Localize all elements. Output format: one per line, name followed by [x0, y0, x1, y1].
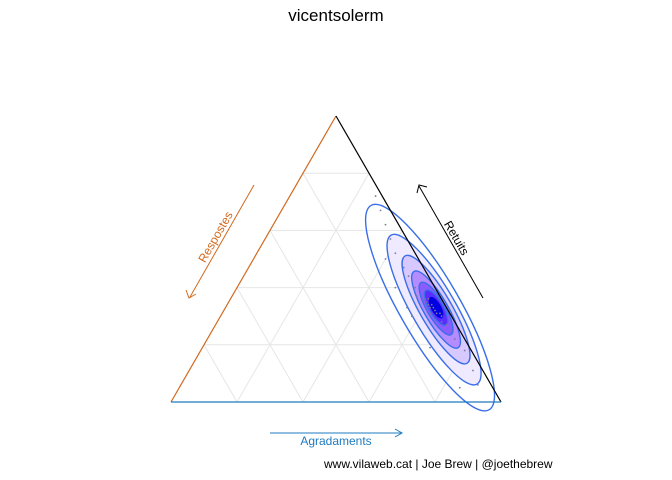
- density-contour: [364, 203, 496, 412]
- data-point: [430, 303, 433, 306]
- axis-label-agradaments: Agradaments: [300, 434, 371, 448]
- data-point: [374, 195, 377, 197]
- axis-line-retuits: [335, 115, 502, 403]
- axis-label-respostes: Respostes: [195, 209, 235, 265]
- data-point: [424, 298, 426, 300]
- data-point: [458, 386, 461, 389]
- grid-line: [236, 287, 304, 403]
- data-point: [439, 312, 441, 315]
- axis-arrow-retuits: [416, 184, 484, 299]
- data-point: [429, 306, 431, 309]
- grid-line: [203, 344, 238, 403]
- data-point: [384, 223, 387, 226]
- axis-line-respostes: [170, 115, 337, 403]
- data-point: [477, 383, 479, 386]
- data-point: [448, 329, 451, 332]
- data-point: [432, 306, 435, 309]
- credit-footer: www.vilaweb.cat | Joe Brew | @joethebrew: [324, 457, 553, 471]
- data-point: [453, 338, 456, 340]
- data-point: [429, 346, 431, 349]
- data-point: [435, 312, 438, 315]
- data-point: [422, 295, 425, 298]
- grid-line: [269, 230, 370, 403]
- data-point: [389, 238, 392, 240]
- data-points: [374, 195, 479, 389]
- data-point: [394, 286, 397, 289]
- data-point: [445, 323, 448, 326]
- triangle-axes: [170, 115, 502, 403]
- data-point: [394, 252, 397, 255]
- data-point: [407, 275, 410, 278]
- data-point: [415, 295, 418, 298]
- data-point: [411, 315, 413, 318]
- data-point: [379, 209, 382, 212]
- grid: [203, 172, 469, 403]
- data-point: [425, 301, 428, 303]
- data-point: [422, 289, 425, 292]
- data-point: [402, 266, 405, 269]
- chart-title: vicentsolerm: [288, 6, 384, 25]
- axis-arrow-respostes: [185, 184, 255, 299]
- data-point: [472, 369, 474, 372]
- data-point: [384, 258, 387, 260]
- axis-label-retuits: Retuits: [441, 218, 472, 257]
- data-point: [427, 298, 430, 300]
- data-point: [429, 312, 431, 315]
- data-point: [440, 321, 443, 323]
- data-point: [427, 303, 430, 306]
- data-point: [440, 315, 443, 318]
- data-point: [463, 349, 466, 352]
- data-point: [406, 306, 408, 309]
- data-point: [414, 286, 417, 289]
- axis-arrow-agradaments: [270, 428, 404, 438]
- data-point: [434, 309, 436, 312]
